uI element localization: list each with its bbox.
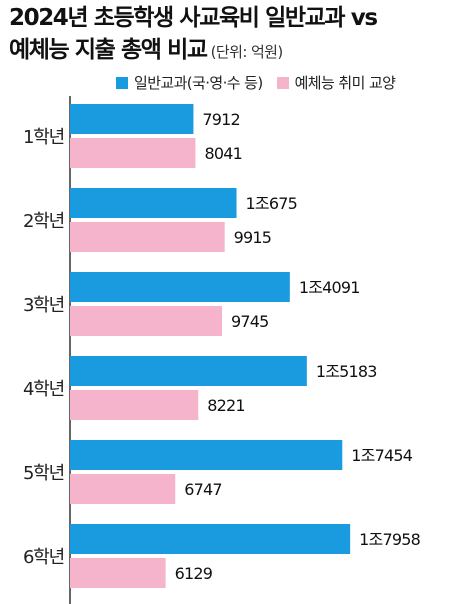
chart-title-text-1: 2024년 초등학생 사교육비 일반교과 vs — [9, 5, 378, 31]
category-label: 6학년 — [23, 547, 64, 568]
category-label: 1학년 — [23, 127, 64, 148]
bar-arts — [70, 474, 176, 504]
value-label-general: 7912 — [202, 110, 240, 129]
category-label: 3학년 — [23, 295, 64, 316]
bar-general — [70, 440, 343, 470]
value-label-general: 1조7454 — [351, 446, 412, 465]
legend-item-general: 일반교과(국·영·수 등) — [116, 72, 263, 93]
legend-label-general: 일반교과(국·영·수 등) — [134, 74, 263, 92]
bar-arts — [70, 558, 166, 588]
value-label-arts: 6747 — [184, 480, 222, 499]
value-label-arts: 8041 — [204, 144, 242, 163]
bar-arts — [70, 390, 199, 420]
category-label: 2학년 — [23, 211, 64, 232]
value-label-arts: 8221 — [207, 396, 245, 415]
value-label-arts: 9915 — [234, 228, 272, 247]
value-label-general: 1조7958 — [359, 530, 420, 549]
bar-general — [70, 524, 351, 554]
legend-label-arts: 예체능 취미 교양 — [294, 74, 396, 92]
bar-arts — [70, 138, 196, 168]
value-label-arts: 6129 — [175, 564, 213, 583]
legend-swatch-general — [116, 76, 128, 89]
chart-title-text-2: 예체능 지출 총액 비교 — [9, 37, 208, 63]
legend-swatch-arts — [276, 76, 289, 89]
bar-general — [70, 188, 237, 218]
bar-general — [70, 272, 290, 302]
unit-label: (단위: 억원) — [210, 43, 284, 61]
value-label-general: 1조5183 — [316, 362, 377, 381]
bar-arts — [70, 306, 223, 336]
value-label-general: 1조675 — [246, 194, 297, 213]
value-label-general: 1조4091 — [299, 278, 360, 297]
chart-title-line1: 2024년 초등학생 사교육비 일반교과 vs — [9, 2, 378, 34]
category-label: 4학년 — [23, 379, 64, 400]
chart-title-line2: 예체능 지출 총액 비교 (단위: 억원) — [9, 34, 283, 68]
legend: 일반교과(국·영·수 등) 예체능 취미 교양 — [116, 72, 409, 93]
bar-arts — [70, 222, 225, 252]
bar-general — [70, 356, 307, 386]
value-label-arts: 9745 — [231, 312, 269, 331]
bar-general — [70, 104, 194, 134]
category-label: 5학년 — [23, 463, 64, 484]
legend-item-arts: 예체능 취미 교양 — [276, 72, 396, 93]
